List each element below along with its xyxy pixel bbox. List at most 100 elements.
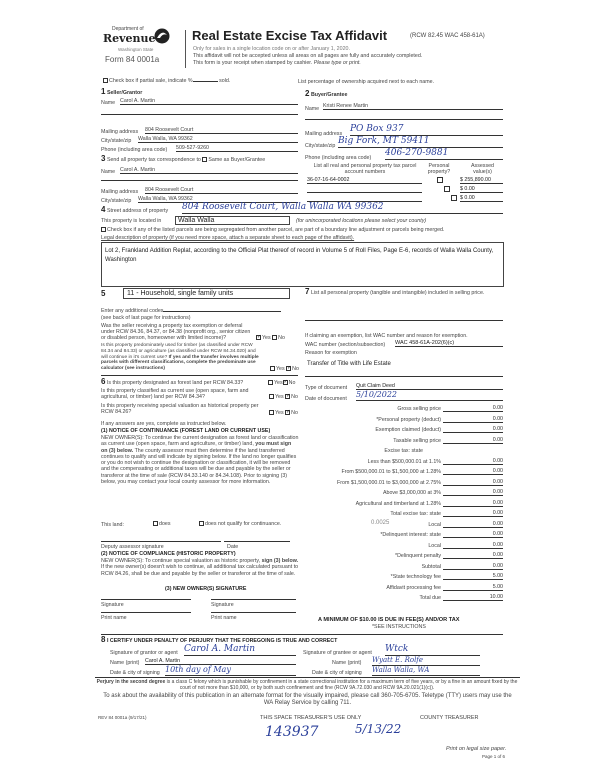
buyer-name[interactable]: Kristi Renee Martin [323,103,503,110]
parcel-col-header: List all real and personal property tax … [313,163,417,175]
tax-row-label: *State technology fee [390,574,441,580]
doc-date-label: Date of document [305,396,347,402]
located-label: This property is located in [101,218,162,224]
tax-row-value[interactable]: 0.00 [443,416,503,423]
tax-row-value[interactable]: 0.00 [443,542,503,549]
forest-no-checkbox[interactable] [282,379,288,386]
owner-sig-line-2[interactable] [211,599,296,600]
buyer-mail[interactable]: PO Box 937 [350,124,503,136]
logo-revenue: Revenue [103,32,156,45]
grantee-signature[interactable]: Wtck [385,644,480,656]
wac-number[interactable]: WAC 458-61A-202(6)(c) [395,340,503,347]
parcel-number[interactable]: 36-07-16-64-0002 [307,177,422,184]
tax-row-value[interactable]: 0.00 [443,500,503,507]
owner-sig-line-1[interactable] [101,599,191,600]
assessed-value[interactable]: $ 0.00 [460,195,503,202]
tax-corr-heading: 3 Send all property tax correspondence t… [101,154,265,164]
personal-property-line[interactable] [305,320,503,321]
seller-mail-label: Mailing address [101,129,139,135]
parcel-number[interactable] [307,195,422,202]
tax-row-value[interactable]: 0.00 [443,405,503,412]
tax-row: Local 0.00 [305,542,503,549]
sec7-num: 7 [305,287,310,296]
current-use-no-checkbox[interactable] [285,393,290,400]
grantor-date[interactable]: 10th day of May [165,665,296,676]
tax-row-value[interactable]: 0.00 [443,468,503,475]
q1-no-checkbox[interactable] [272,335,278,341]
sec8-num: 8 [101,635,106,644]
grantee-date[interactable]: Walla Walla, WA [372,666,480,676]
tax-row-value[interactable]: 0.00 [443,521,503,528]
seller-name[interactable]: Carol A. Martin [120,98,298,105]
notice2-b: If the new owner(s) doesn't wish to cont… [101,564,299,577]
grantor-signature[interactable]: Carol A. Martin [184,644,296,656]
tax-row-value[interactable]: 0.00 [443,437,503,444]
same-as-buyer-checkbox[interactable] [202,157,208,163]
certify-text: I CERTIFY UNDER PENALTY OF PERJURY THAT … [106,638,338,644]
buyer-city[interactable]: Big Fork, MT 59411 [338,136,503,148]
doc-date[interactable]: 5/10/2022 [356,390,503,401]
additional-codes-input[interactable] [163,311,282,312]
does-checkbox[interactable] [153,521,158,527]
notice1-b: The county assessor must then determine … [101,447,297,486]
tax-row-value[interactable]: 10.00 [443,594,503,601]
deputy-sig-line[interactable] [101,541,221,542]
grantee-name[interactable]: Wyatt E. Rolfe [372,656,480,666]
use-code-select[interactable]: 11 - Household, single family units [123,288,290,299]
legal-description[interactable]: Lot 2, Frankland Addition Replat, accord… [101,242,504,287]
forest-yes-checkbox[interactable] [268,380,273,386]
grantor-name-label: Name (print) [110,660,140,666]
seller-title: Seller/Grantor [106,90,143,96]
street-address[interactable]: 804 Roosevelt Court, Walla Walla WA 9936… [182,202,503,214]
does-not-checkbox[interactable] [199,521,204,527]
q2-no-checkbox[interactable] [286,365,291,372]
personal-property-checkbox[interactable] [437,177,443,183]
tax-corr-name-label: Name [101,169,116,175]
deputy-date-line[interactable] [224,541,290,542]
seller-city[interactable]: Walla Walla, WA 99362 [138,136,298,143]
located-select[interactable]: Walla Walla [175,216,290,225]
seller-phone[interactable]: 509-527-9260 [176,145,298,152]
personal-property-checkbox[interactable] [444,186,450,192]
tax-corr-city[interactable]: Walla Walla, WA 99362 [138,196,298,203]
tax-row-value[interactable]: 0.00 [443,552,503,559]
tax-row-value[interactable]: 0.00 [443,531,503,538]
tax-row-value[interactable]: 0.00 [443,426,503,433]
sec6-q1: 6 Is this property designated as forest … [101,378,244,387]
parcel-number[interactable] [307,186,422,193]
historic-no-checkbox[interactable] [285,409,290,416]
seller-mail[interactable]: 804 Roosevelt Court [145,127,298,134]
tax-corr-num: 3 [101,154,106,163]
tax-corr-mail[interactable]: 804 Roosevelt Court [145,187,298,194]
buyer-phone[interactable]: 406-270-9881 [385,148,503,160]
segregated-checkbox[interactable] [101,227,106,233]
assessed-value[interactable]: $ 255,890.00 [460,177,503,184]
header-line-3: This form is your receipt when stamped b… [193,60,361,66]
tax-row-value[interactable]: 5.00 [443,584,503,591]
tax-row-value[interactable]: 0.00 [443,510,503,517]
owner-print-line-1[interactable] [101,612,191,613]
partial-sale-checkbox[interactable] [103,78,108,84]
personal-property-checkbox[interactable] [451,195,457,201]
tax-row-value[interactable]: 0.00 [443,489,503,496]
tax-row-value[interactable]: 5.00 [443,573,503,580]
personal-col-header: Personal property? [427,163,451,175]
yes-label: Yes [262,335,271,341]
grantor-name[interactable]: Carol A. Martin [145,658,296,665]
q2-yes-checkbox[interactable] [270,366,275,372]
historic-yes-checkbox[interactable] [269,410,274,416]
tax-row-value[interactable]: 0.00 [443,479,503,486]
tax-corr-name[interactable]: Carol A. Martin [120,167,298,174]
owner-print-line-2[interactable] [211,612,296,613]
sec6-q1-text: Is this property designated as forest la… [106,380,244,386]
q1-yes-checkbox[interactable] [256,334,261,341]
sec6-q2: Is this property classified as current u… [101,388,249,400]
notice3-title: (3) NEW OWNER(S) SIGNATURE [165,586,247,592]
reason-value[interactable]: Transfer of Title with Life Estate [307,361,391,367]
tax-row-value[interactable]: 0.00 [443,458,503,465]
assessed-value[interactable]: $ 0.00 [460,186,503,193]
tax-row-value[interactable]: 0.00 [443,563,503,570]
doc-type[interactable]: Quit Claim Deed [356,383,503,390]
current-use-yes-checkbox[interactable] [269,394,274,400]
tax-row-label: *Delinquent penalty [395,553,441,559]
